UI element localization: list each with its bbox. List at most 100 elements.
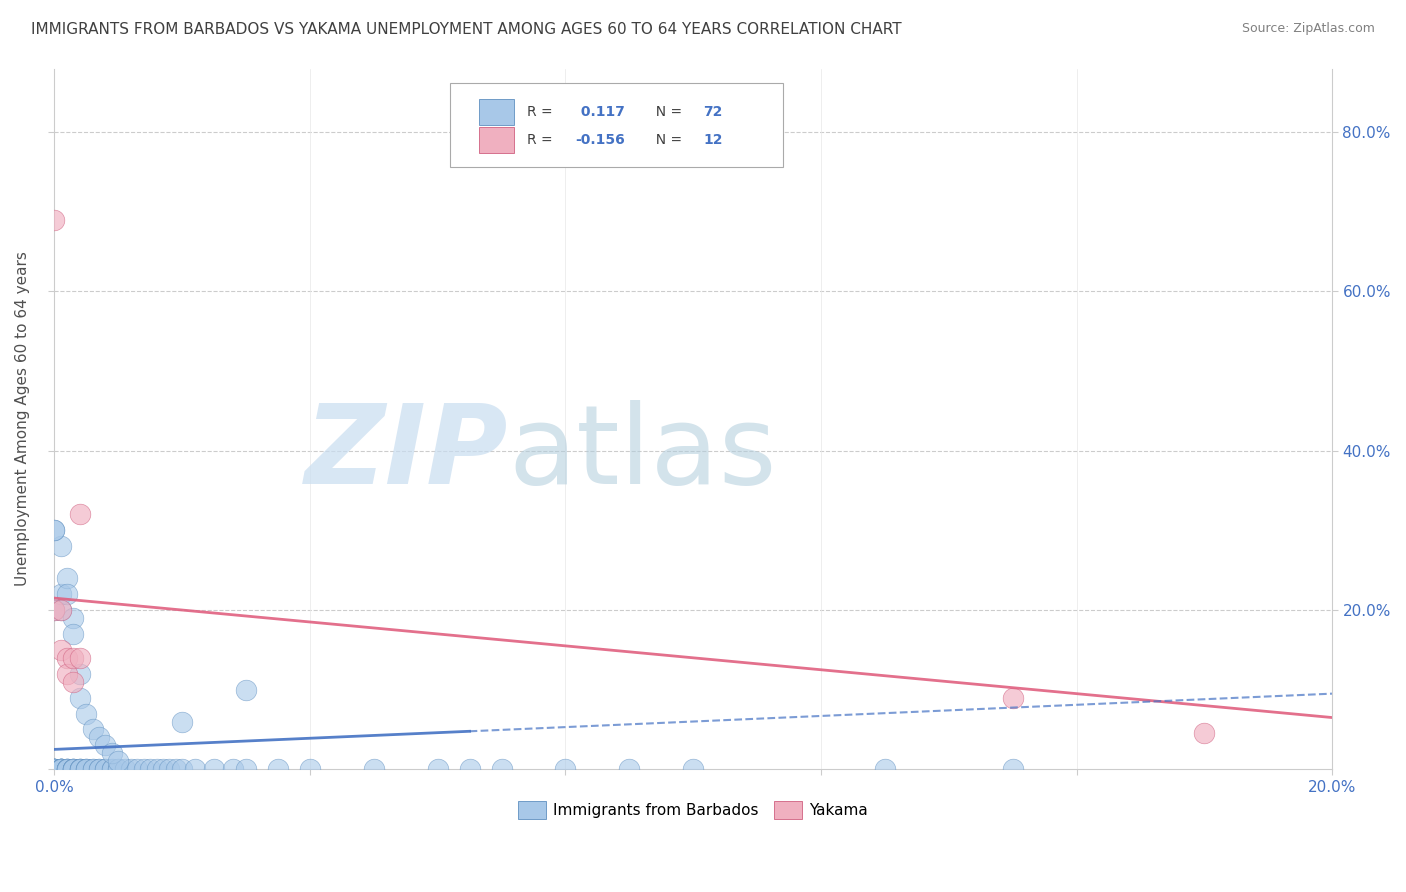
Point — [44, 762, 66, 776]
Point — [235, 682, 257, 697]
Point — [94, 739, 117, 753]
Point — [44, 603, 66, 617]
Text: 72: 72 — [703, 105, 723, 119]
Point — [157, 762, 180, 776]
Point — [69, 666, 91, 681]
Bar — [478, 99, 515, 125]
Text: 0.117: 0.117 — [575, 105, 624, 119]
Point — [363, 762, 385, 776]
Point — [62, 762, 84, 776]
Point — [62, 627, 84, 641]
Point — [56, 650, 79, 665]
Point — [235, 762, 257, 776]
Point — [222, 762, 245, 776]
Point — [49, 762, 72, 776]
Point — [114, 762, 136, 776]
Point — [69, 508, 91, 522]
Point — [101, 747, 124, 761]
Point — [49, 762, 72, 776]
Point — [62, 762, 84, 776]
Point — [49, 762, 72, 776]
Point — [44, 762, 66, 776]
Point — [56, 666, 79, 681]
Point — [267, 762, 290, 776]
Point — [62, 611, 84, 625]
Point — [87, 762, 110, 776]
Text: IMMIGRANTS FROM BARBADOS VS YAKAMA UNEMPLOYMENT AMONG AGES 60 TO 64 YEARS CORREL: IMMIGRANTS FROM BARBADOS VS YAKAMA UNEMP… — [31, 22, 901, 37]
Point — [44, 762, 66, 776]
Point — [44, 212, 66, 227]
Point — [172, 762, 194, 776]
Point — [44, 762, 66, 776]
Point — [165, 762, 187, 776]
Point — [682, 762, 704, 776]
Point — [202, 762, 225, 776]
Point — [44, 762, 66, 776]
Point — [127, 762, 149, 776]
Point — [426, 762, 449, 776]
Point — [75, 762, 97, 776]
Point — [62, 762, 84, 776]
Point — [1001, 690, 1024, 705]
Point — [49, 643, 72, 657]
Point — [107, 762, 129, 776]
Point — [82, 762, 104, 776]
Point — [49, 762, 72, 776]
Text: N =: N = — [647, 133, 686, 147]
Text: N =: N = — [647, 105, 686, 119]
Point — [56, 571, 79, 585]
Point — [1001, 762, 1024, 776]
Point — [82, 762, 104, 776]
Point — [69, 762, 91, 776]
Point — [132, 762, 155, 776]
Text: 12: 12 — [703, 133, 723, 147]
Point — [145, 762, 167, 776]
Point — [56, 762, 79, 776]
Point — [44, 762, 66, 776]
Point — [49, 603, 72, 617]
Point — [120, 762, 142, 776]
Point — [619, 762, 641, 776]
Point — [873, 762, 896, 776]
Point — [69, 690, 91, 705]
Point — [184, 762, 207, 776]
Point — [94, 762, 117, 776]
Point — [75, 762, 97, 776]
Point — [49, 762, 72, 776]
Point — [49, 762, 72, 776]
FancyBboxPatch shape — [450, 83, 783, 167]
Point — [94, 762, 117, 776]
Point — [44, 762, 66, 776]
Point — [62, 674, 84, 689]
Bar — [478, 128, 515, 153]
Point — [172, 714, 194, 729]
Point — [101, 762, 124, 776]
Point — [491, 762, 513, 776]
Point — [107, 755, 129, 769]
Point — [1194, 726, 1216, 740]
Point — [458, 762, 481, 776]
Text: Source: ZipAtlas.com: Source: ZipAtlas.com — [1241, 22, 1375, 36]
Point — [49, 762, 72, 776]
Point — [44, 762, 66, 776]
Point — [82, 723, 104, 737]
Point — [62, 762, 84, 776]
Point — [107, 762, 129, 776]
Text: -0.156: -0.156 — [575, 133, 626, 147]
Point — [56, 762, 79, 776]
Point — [75, 706, 97, 721]
Point — [44, 524, 66, 538]
Legend: Immigrants from Barbados, Yakama: Immigrants from Barbados, Yakama — [512, 795, 875, 825]
Point — [298, 762, 321, 776]
Point — [69, 650, 91, 665]
Point — [44, 524, 66, 538]
Point — [56, 587, 79, 601]
Point — [69, 762, 91, 776]
Point — [62, 650, 84, 665]
Point — [75, 762, 97, 776]
Text: R =: R = — [527, 133, 557, 147]
Point — [139, 762, 162, 776]
Point — [49, 762, 72, 776]
Point — [87, 731, 110, 745]
Point — [44, 762, 66, 776]
